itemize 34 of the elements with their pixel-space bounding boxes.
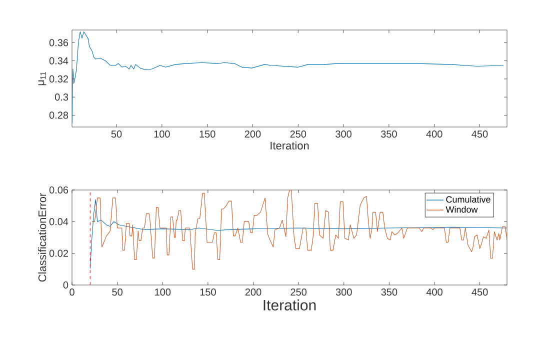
x-tick-label: 300 xyxy=(336,288,352,296)
x-tick-label: 0 xyxy=(70,288,74,296)
y-tick-label: 0.34 xyxy=(49,57,68,64)
x-tick-label: 100 xyxy=(155,288,171,296)
x-tick-label: 250 xyxy=(290,288,307,296)
y-tick-label: 0.36 xyxy=(49,39,68,46)
x-tick-label: 250 xyxy=(290,130,306,138)
x-tick-label: 450 xyxy=(472,130,488,138)
x-tick-label: 300 xyxy=(336,130,352,138)
x-tick-label: 450 xyxy=(472,288,488,296)
x-axis-title: Iteration xyxy=(270,141,309,150)
x-tick-label: 100 xyxy=(154,130,170,138)
legend-label: Window xyxy=(446,206,478,213)
x-tick-label: 50 xyxy=(111,130,122,138)
x-tick-label: 200 xyxy=(245,288,262,296)
y-tick-label: 0.02 xyxy=(49,250,68,257)
y-tick-label: 0 xyxy=(63,281,68,289)
y-tick-label: 0.06 xyxy=(49,186,68,194)
x-tick-label: 200 xyxy=(244,130,261,138)
x-tick-label: 150 xyxy=(200,130,216,138)
y-tick-label: 0.3 xyxy=(54,94,68,101)
legend-label: Cumulative xyxy=(446,196,490,203)
y-tick-label: 0.28 xyxy=(49,112,68,119)
y-tick-label: 0.04 xyxy=(49,218,68,226)
x-tick-label: 350 xyxy=(380,130,397,138)
x-tick-label: 150 xyxy=(200,288,216,296)
x-tick-label: 400 xyxy=(426,130,442,138)
x-tick-label: 400 xyxy=(426,288,442,296)
y-axis-title: ClassificationError xyxy=(38,193,46,282)
x-axis-title: Iteration xyxy=(264,299,316,310)
y-axis-title: μ$_{11}$ xyxy=(38,72,46,86)
x-tick-label: 350 xyxy=(381,288,398,296)
y-tick-label: 0.32 xyxy=(49,75,68,82)
x-tick-label: 50 xyxy=(112,288,122,296)
